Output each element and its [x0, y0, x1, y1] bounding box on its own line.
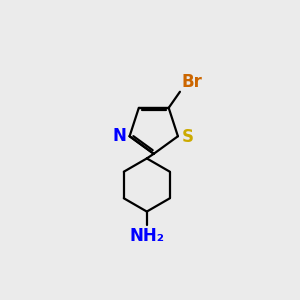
Text: NH₂: NH₂ [129, 227, 164, 245]
Text: S: S [182, 128, 194, 146]
Text: Br: Br [182, 73, 203, 91]
Text: N: N [113, 127, 127, 145]
